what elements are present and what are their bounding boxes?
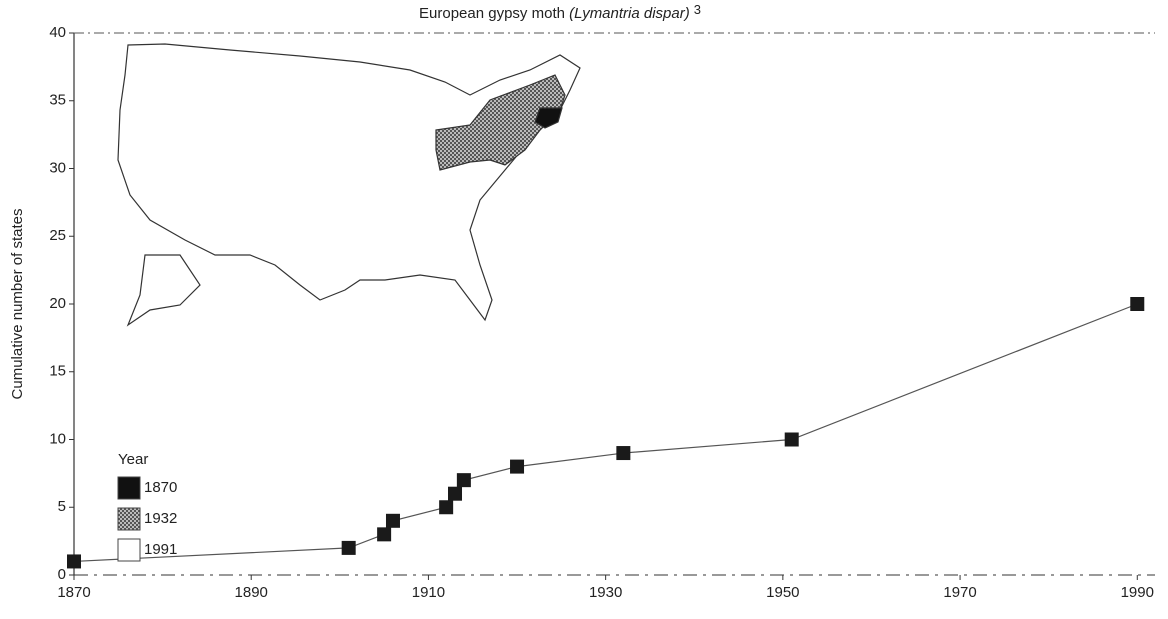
title-species: (Lymantria dispar) — [569, 5, 690, 22]
y-tick-label: 25 — [49, 227, 66, 244]
y-tick-label: 5 — [58, 498, 66, 515]
y-tick-label: 0 — [58, 566, 66, 583]
series-line — [73, 303, 1138, 563]
map-outline — [117, 43, 581, 322]
marker — [448, 486, 463, 501]
legend-label: 1870 — [144, 479, 177, 496]
title-main: European gypsy moth — [419, 5, 565, 22]
y-tick-label: 20 — [49, 295, 66, 312]
map-alaska — [126, 254, 201, 327]
x-tick-label: 1930 — [589, 584, 622, 601]
chart-title: European gypsy moth (Lymantria dispar) 3 — [419, 2, 701, 22]
x-tick-label: 1890 — [235, 584, 268, 601]
x-tick-label: 1970 — [943, 584, 976, 601]
marker — [341, 540, 356, 555]
x-tick-label: 1990 — [1121, 584, 1154, 601]
marker — [456, 473, 471, 488]
marker — [510, 459, 525, 474]
legend-swatch — [117, 507, 141, 531]
y-tick-label: 30 — [49, 159, 66, 176]
marker — [784, 432, 799, 447]
marker — [67, 554, 81, 569]
y-tick-label: 35 — [49, 92, 66, 109]
marker — [439, 500, 454, 515]
map-region-1870 — [534, 107, 563, 129]
y-tick-label: 15 — [49, 363, 66, 380]
legend-label: 1991 — [144, 541, 177, 558]
title-note: 3 — [694, 2, 701, 17]
y-tick-label: 40 — [49, 24, 66, 41]
y-axis-label: Cumulative number of states — [9, 209, 26, 400]
x-tick-label: 1950 — [766, 584, 799, 601]
marker — [1130, 297, 1145, 311]
marker — [385, 513, 400, 528]
map-region-1932 — [435, 74, 566, 171]
legend-title: Year — [118, 451, 148, 468]
marker — [377, 527, 392, 542]
x-tick-label: 1870 — [57, 584, 90, 601]
legend-swatch — [117, 538, 141, 562]
marker — [616, 446, 631, 461]
legend-swatch — [117, 476, 141, 500]
us-map — [117, 43, 581, 327]
x-tick-label: 1910 — [412, 584, 445, 601]
legend-label: 1932 — [144, 510, 177, 527]
y-tick-label: 10 — [49, 430, 66, 447]
